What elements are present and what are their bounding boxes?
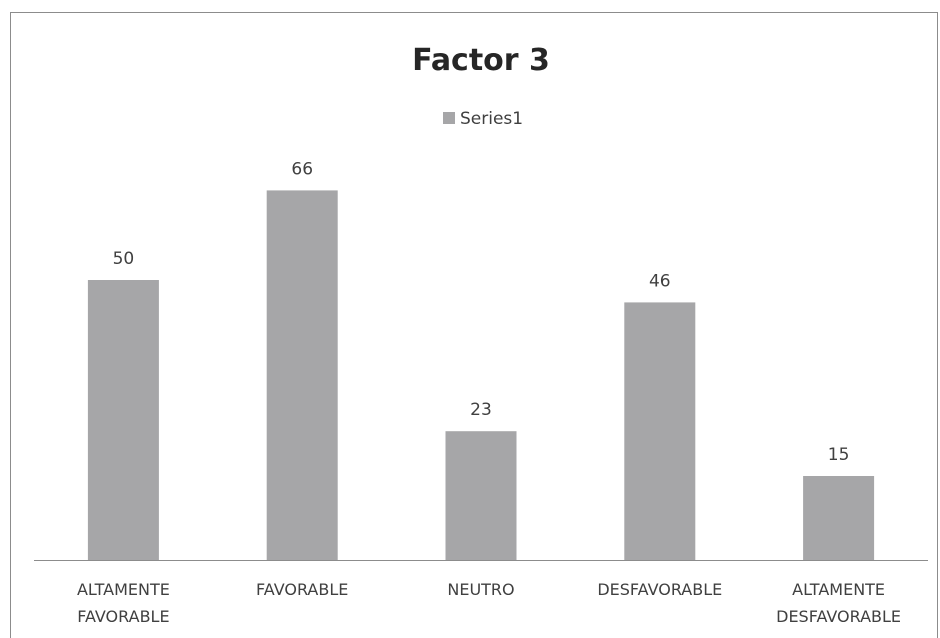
x-tick-label: FAVORABLE (256, 580, 348, 599)
x-tick-labels-group: ALTAMENTE FAVORABLE FAVORABLE NEUTRO DESFAVO… (77, 580, 901, 626)
x-tick-label: ALTAMENTE FAVORABLE (77, 580, 170, 626)
bar (803, 476, 875, 560)
bars-group (87, 190, 875, 560)
legend-swatch (443, 112, 455, 124)
bar (445, 431, 517, 560)
x-tick-label: ALTAMENTE DESFAVORABLE (776, 580, 901, 626)
data-label: 46 (649, 271, 671, 291)
bar (266, 190, 338, 560)
data-label: 50 (113, 249, 135, 269)
data-labels-group: 50 66 23 46 15 (113, 159, 850, 465)
x-tick-label: DESFAVORABLE (597, 580, 722, 599)
x-tick-label: NEUTRO (447, 580, 514, 599)
bar (87, 280, 159, 560)
legend: Series1 (443, 109, 523, 129)
data-label: 23 (470, 400, 492, 420)
legend-label: Series1 (460, 109, 523, 129)
bar (624, 302, 696, 560)
data-label: 66 (291, 159, 313, 179)
data-label: 15 (828, 445, 850, 465)
chart-title: Factor 3 (412, 43, 550, 78)
